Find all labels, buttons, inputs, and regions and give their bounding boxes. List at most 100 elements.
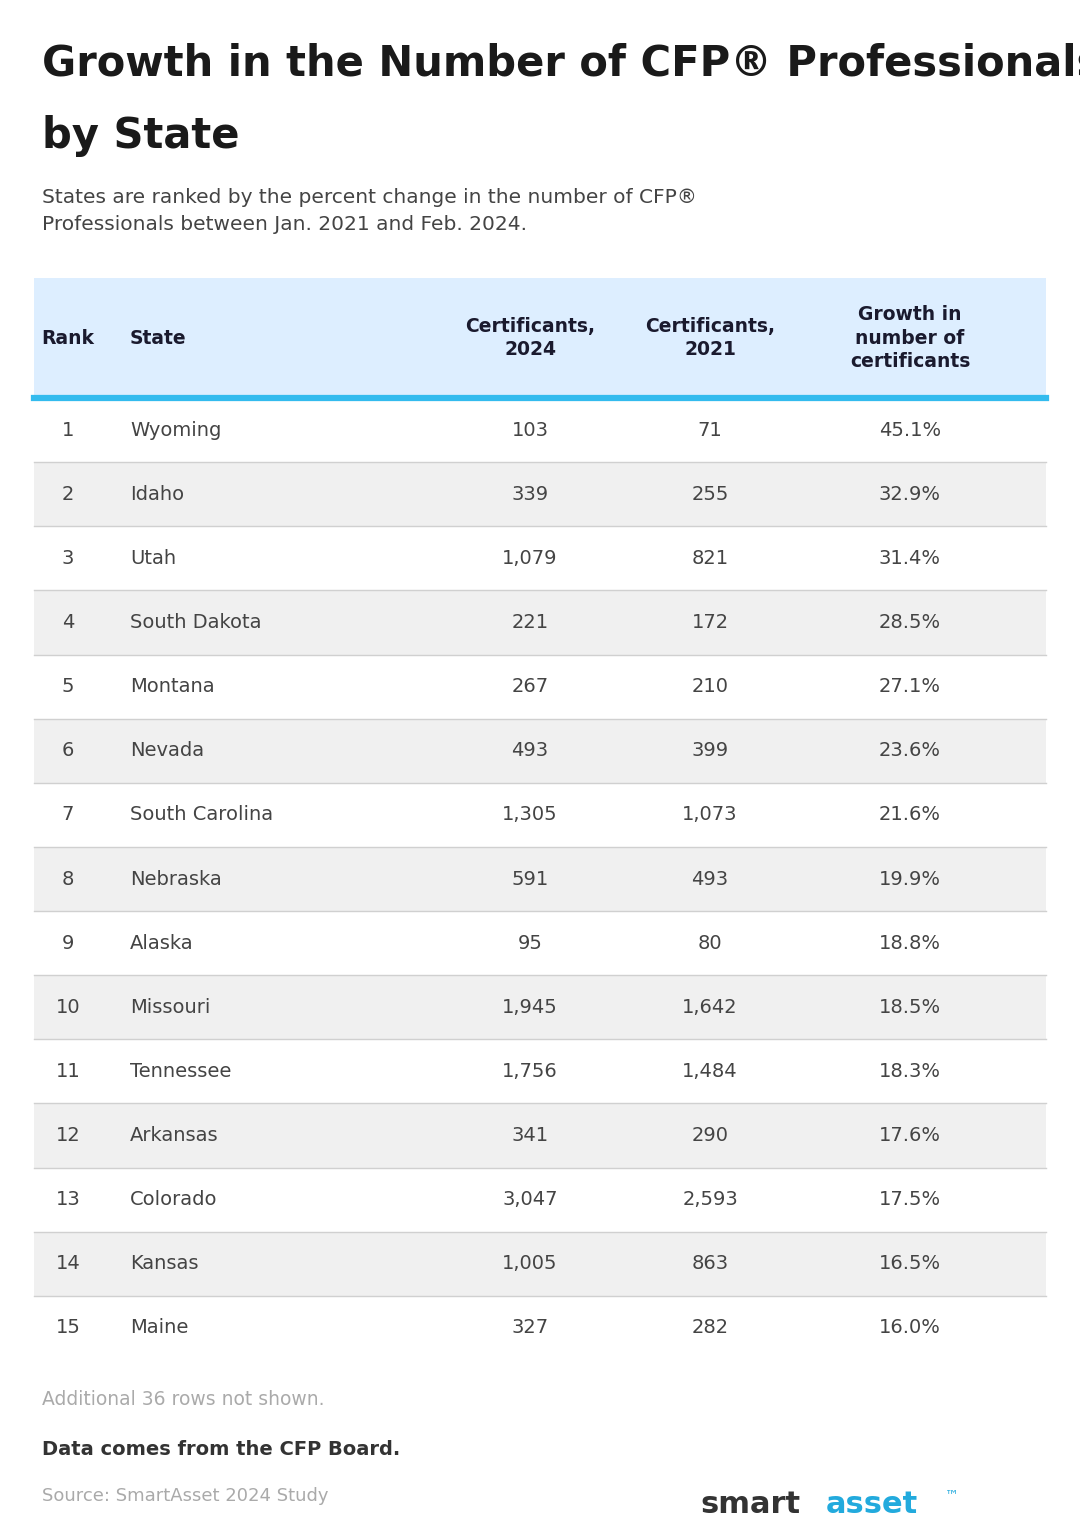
- Bar: [33, 912, 1047, 976]
- Text: 172: 172: [691, 613, 729, 632]
- Text: 18.8%: 18.8%: [879, 933, 941, 953]
- Text: 9: 9: [62, 933, 75, 953]
- Text: 3: 3: [62, 549, 75, 568]
- Text: 95: 95: [517, 933, 542, 953]
- Text: 493: 493: [512, 741, 549, 759]
- Bar: [33, 976, 1047, 1040]
- Text: 221: 221: [512, 613, 549, 632]
- Bar: [33, 1040, 1047, 1103]
- Bar: [33, 846, 1047, 912]
- Text: Arkansas: Arkansas: [130, 1126, 218, 1145]
- Text: 341: 341: [512, 1126, 549, 1145]
- Bar: [33, 527, 1047, 591]
- Text: Certificants,
2024: Certificants, 2024: [465, 317, 595, 359]
- Text: 11: 11: [56, 1062, 80, 1081]
- Text: Additional 36 rows not shown.: Additional 36 rows not shown.: [42, 1390, 324, 1409]
- Text: 339: 339: [512, 484, 549, 504]
- Text: 1,756: 1,756: [502, 1062, 558, 1081]
- Text: 3,047: 3,047: [502, 1190, 557, 1208]
- Text: 591: 591: [511, 869, 549, 889]
- Text: 32.9%: 32.9%: [879, 484, 941, 504]
- Text: 13: 13: [56, 1190, 80, 1208]
- Text: Rank: Rank: [41, 329, 95, 347]
- Bar: [33, 1103, 1047, 1167]
- Text: Maine: Maine: [130, 1318, 188, 1338]
- Text: 5: 5: [62, 677, 75, 696]
- Text: Utah: Utah: [130, 549, 176, 568]
- Bar: [33, 397, 1047, 463]
- Text: 28.5%: 28.5%: [879, 613, 941, 632]
- Text: Alaska: Alaska: [130, 933, 193, 953]
- Text: 4: 4: [62, 613, 75, 632]
- Text: 255: 255: [691, 484, 729, 504]
- Text: 80: 80: [698, 933, 723, 953]
- Text: Nebraska: Nebraska: [130, 869, 221, 889]
- Text: Wyoming: Wyoming: [130, 420, 221, 440]
- Text: Nevada: Nevada: [130, 741, 204, 759]
- Text: 16.0%: 16.0%: [879, 1318, 941, 1338]
- Text: 103: 103: [512, 420, 549, 440]
- Text: Growth in the Number of CFP® Professionals: Growth in the Number of CFP® Professiona…: [42, 43, 1080, 84]
- Text: 327: 327: [512, 1318, 549, 1338]
- Text: 18.3%: 18.3%: [879, 1062, 941, 1081]
- Text: 1,079: 1,079: [502, 549, 557, 568]
- Bar: [33, 1167, 1047, 1231]
- Text: Montana: Montana: [130, 677, 215, 696]
- Bar: [33, 463, 1047, 527]
- Text: 493: 493: [691, 869, 729, 889]
- Text: 71: 71: [698, 420, 723, 440]
- Text: 267: 267: [512, 677, 549, 696]
- Text: 863: 863: [691, 1254, 729, 1274]
- Text: 821: 821: [691, 549, 729, 568]
- Text: Growth in
number of
certificants: Growth in number of certificants: [850, 304, 970, 371]
- Text: South Dakota: South Dakota: [130, 613, 261, 632]
- Text: 17.6%: 17.6%: [879, 1126, 941, 1145]
- Text: 1,484: 1,484: [683, 1062, 738, 1081]
- Text: Colorado: Colorado: [130, 1190, 217, 1208]
- Text: 7: 7: [62, 805, 75, 825]
- Text: 21.6%: 21.6%: [879, 805, 941, 825]
- Text: Missouri: Missouri: [130, 998, 211, 1017]
- Bar: [33, 1295, 1047, 1361]
- Bar: [33, 782, 1047, 846]
- Text: ™: ™: [945, 1489, 959, 1502]
- Text: 2: 2: [62, 484, 75, 504]
- Text: 27.1%: 27.1%: [879, 677, 941, 696]
- Text: Idaho: Idaho: [130, 484, 184, 504]
- Text: 2,593: 2,593: [683, 1190, 738, 1208]
- Text: 8: 8: [62, 869, 75, 889]
- Text: 14: 14: [56, 1254, 80, 1274]
- Text: Certificants,
2021: Certificants, 2021: [645, 317, 775, 359]
- Text: asset: asset: [826, 1490, 918, 1519]
- Text: 1,945: 1,945: [502, 998, 558, 1017]
- Text: State: State: [130, 329, 187, 347]
- Text: 1,005: 1,005: [502, 1254, 557, 1274]
- Text: States are ranked by the percent change in the number of CFP®
Professionals betw: States are ranked by the percent change …: [42, 189, 697, 234]
- Text: 1,305: 1,305: [502, 805, 557, 825]
- Bar: [33, 654, 1047, 718]
- Text: 17.5%: 17.5%: [879, 1190, 941, 1208]
- Text: 1,073: 1,073: [683, 805, 738, 825]
- Text: South Carolina: South Carolina: [130, 805, 273, 825]
- Text: 23.6%: 23.6%: [879, 741, 941, 759]
- Text: 12: 12: [56, 1126, 80, 1145]
- Text: 15: 15: [55, 1318, 80, 1338]
- Text: 18.5%: 18.5%: [879, 998, 941, 1017]
- Text: smart: smart: [700, 1490, 800, 1519]
- Text: 31.4%: 31.4%: [879, 549, 941, 568]
- Text: 1,642: 1,642: [683, 998, 738, 1017]
- Text: by State: by State: [42, 116, 240, 157]
- Text: 399: 399: [691, 741, 729, 759]
- Text: 45.1%: 45.1%: [879, 420, 941, 440]
- Text: 16.5%: 16.5%: [879, 1254, 941, 1274]
- Text: Tennessee: Tennessee: [130, 1062, 231, 1081]
- Bar: [33, 591, 1047, 654]
- Text: 290: 290: [691, 1126, 729, 1145]
- Text: 282: 282: [691, 1318, 729, 1338]
- Text: 19.9%: 19.9%: [879, 869, 941, 889]
- Text: 1: 1: [62, 420, 75, 440]
- Text: Kansas: Kansas: [130, 1254, 199, 1274]
- Bar: [33, 1231, 1047, 1295]
- Text: 10: 10: [56, 998, 80, 1017]
- Bar: [33, 718, 1047, 782]
